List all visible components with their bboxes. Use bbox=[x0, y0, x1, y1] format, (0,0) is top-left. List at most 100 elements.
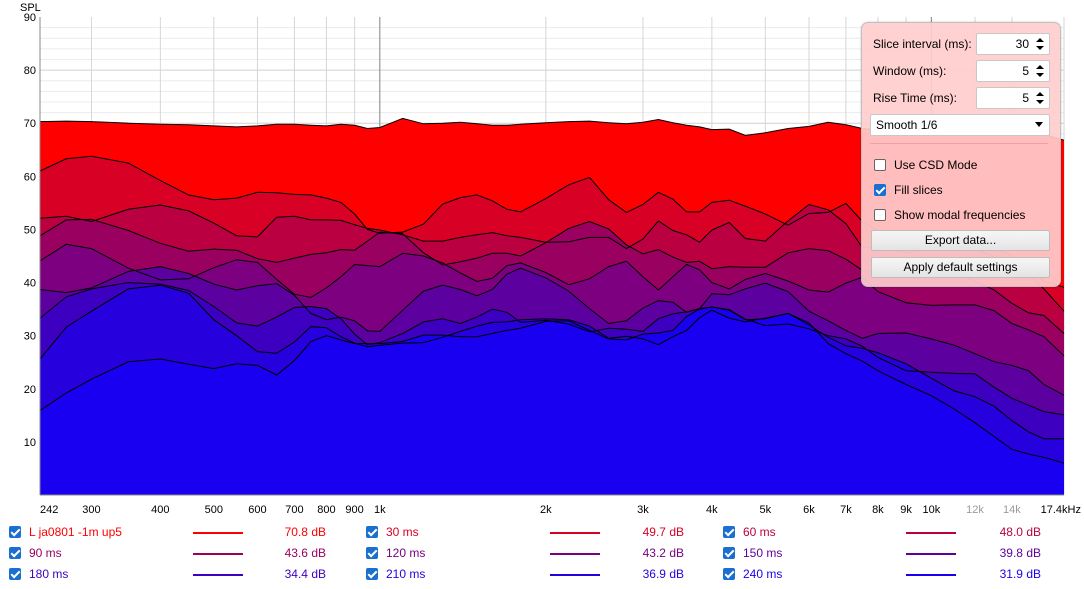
legend-checkbox[interactable] bbox=[366, 526, 378, 538]
x-tick-label: 14k bbox=[1003, 504, 1021, 516]
legend-label: 120 ms bbox=[386, 546, 426, 560]
y-tick-label: 90 bbox=[24, 12, 36, 24]
x-tick-label: 3k bbox=[637, 504, 649, 516]
legend-swatch bbox=[550, 574, 600, 576]
legend-item: 120 ms 43.2 dB bbox=[366, 545, 684, 561]
legend-level: 48.0 dB bbox=[999, 525, 1041, 539]
slice-line bbox=[39, 284, 1064, 440]
legend-label: 210 ms bbox=[386, 567, 426, 581]
legend-item: 180 ms 34.4 dB bbox=[9, 566, 326, 582]
x-tick-label: 12k bbox=[966, 504, 984, 516]
rise-time-label: Rise Time (ms): bbox=[873, 91, 957, 105]
y-tick-label: 20 bbox=[24, 384, 36, 396]
x-tick-label: 242 bbox=[40, 504, 58, 516]
legend-level: 43.6 dB bbox=[284, 546, 326, 560]
legend-swatch bbox=[906, 532, 956, 534]
y-tick-label: 70 bbox=[24, 118, 36, 130]
fill-slices-checkbox[interactable] bbox=[874, 184, 886, 196]
legend-item: 210 ms 36.9 dB bbox=[366, 566, 684, 582]
legend-label: L ja0801 -1m up5 bbox=[29, 525, 122, 539]
legend-item: 240 ms 31.9 dB bbox=[723, 566, 1041, 582]
legend: L ja0801 -1m up5 70.8 dB 30 ms 49.7 dB 60 ms… bbox=[0, 520, 1084, 589]
y-tick-label: 10 bbox=[24, 437, 36, 449]
legend-swatch bbox=[193, 532, 243, 534]
use-csd-checkbox[interactable] bbox=[874, 159, 886, 171]
y-tick-label: 30 bbox=[24, 331, 36, 343]
legend-label: 30 ms bbox=[386, 525, 419, 539]
legend-swatch bbox=[550, 553, 600, 555]
slice-line bbox=[39, 243, 1065, 357]
slice-line bbox=[39, 306, 1065, 464]
rise-time-spinner[interactable]: 5 bbox=[976, 87, 1050, 109]
legend-level: 49.7 dB bbox=[642, 525, 684, 539]
slice-interval-value: 30 bbox=[1015, 37, 1029, 51]
slice-line bbox=[39, 266, 1065, 396]
legend-checkbox[interactable] bbox=[366, 568, 378, 580]
rise-time-value: 5 bbox=[1022, 91, 1029, 105]
legend-item: L ja0801 -1m up5 70.8 dB bbox=[9, 524, 326, 540]
panel-divider bbox=[870, 143, 1048, 144]
legend-item: 90 ms 43.6 dB bbox=[9, 545, 326, 561]
legend-checkbox[interactable] bbox=[9, 568, 21, 580]
x-tick-label: 900 bbox=[345, 504, 363, 516]
x-tick-label: 300 bbox=[82, 504, 100, 516]
legend-checkbox[interactable] bbox=[723, 547, 735, 559]
x-tick-label: 6k bbox=[803, 504, 815, 516]
legend-item: 60 ms 48.0 dB bbox=[723, 524, 1041, 540]
x-tick-label: 7k bbox=[840, 504, 852, 516]
slice-interval-spinner[interactable]: 30 bbox=[976, 33, 1050, 55]
legend-swatch bbox=[906, 574, 956, 576]
modal-frequencies-label: Show modal frequencies bbox=[894, 208, 1026, 222]
legend-swatch bbox=[193, 553, 243, 555]
legend-checkbox[interactable] bbox=[723, 526, 735, 538]
fill-slices-label: Fill slices bbox=[894, 183, 943, 197]
legend-swatch bbox=[550, 532, 600, 534]
y-axis-title: SPL bbox=[20, 2, 41, 14]
y-tick-label: 40 bbox=[24, 278, 36, 290]
legend-checkbox[interactable] bbox=[366, 547, 378, 559]
x-tick-label: 5k bbox=[760, 504, 772, 516]
y-tick-label: 80 bbox=[24, 65, 36, 77]
slice-area bbox=[40, 307, 1064, 495]
legend-level: 36.9 dB bbox=[642, 567, 684, 581]
legend-level: 43.2 dB bbox=[642, 546, 684, 560]
x-tick-label: 1k bbox=[374, 504, 386, 516]
legend-label: 240 ms bbox=[743, 567, 783, 581]
window-spinner[interactable]: 5 bbox=[976, 60, 1050, 82]
legend-label: 180 ms bbox=[29, 567, 69, 581]
x-tick-label: 400 bbox=[151, 504, 169, 516]
x-tick-label: 9k bbox=[900, 504, 912, 516]
legend-label: 60 ms bbox=[743, 525, 776, 539]
x-tick-label: 600 bbox=[248, 504, 266, 516]
legend-checkbox[interactable] bbox=[723, 568, 735, 580]
spinner-arrows-icon[interactable] bbox=[1035, 36, 1045, 52]
x-tick-label: 800 bbox=[317, 504, 335, 516]
apply-default-settings-button[interactable]: Apply default settings bbox=[871, 257, 1050, 278]
chevron-down-icon bbox=[1035, 122, 1043, 127]
modal-frequencies-checkbox[interactable] bbox=[874, 209, 886, 221]
legend-level: 70.8 dB bbox=[284, 525, 326, 539]
window-label: Window (ms): bbox=[873, 64, 947, 78]
legend-checkbox[interactable] bbox=[9, 547, 21, 559]
slice-line bbox=[39, 282, 1065, 416]
y-tick-label: 50 bbox=[24, 224, 36, 236]
spinner-arrows-icon[interactable] bbox=[1035, 90, 1045, 106]
legend-label: 150 ms bbox=[743, 546, 783, 560]
legend-swatch bbox=[193, 574, 243, 576]
legend-swatch bbox=[906, 553, 956, 555]
legend-level: 39.8 dB bbox=[999, 546, 1041, 560]
legend-item: 150 ms 39.8 dB bbox=[723, 545, 1041, 561]
y-tick-label: 60 bbox=[24, 171, 36, 183]
slice-interval-label: Slice interval (ms): bbox=[873, 37, 972, 51]
x-tick-label: 8k bbox=[872, 504, 884, 516]
x-tick-label: 10k bbox=[922, 504, 940, 516]
x-tick-label: 500 bbox=[205, 504, 223, 516]
export-data-button[interactable]: Export data... bbox=[871, 230, 1050, 251]
legend-checkbox[interactable] bbox=[9, 526, 21, 538]
spinner-arrows-icon[interactable] bbox=[1035, 63, 1045, 79]
legend-level: 31.9 dB bbox=[999, 567, 1041, 581]
legend-label: 90 ms bbox=[29, 546, 62, 560]
smoothing-value: Smooth 1/6 bbox=[876, 118, 938, 132]
smoothing-select[interactable]: Smooth 1/6 bbox=[870, 114, 1050, 136]
